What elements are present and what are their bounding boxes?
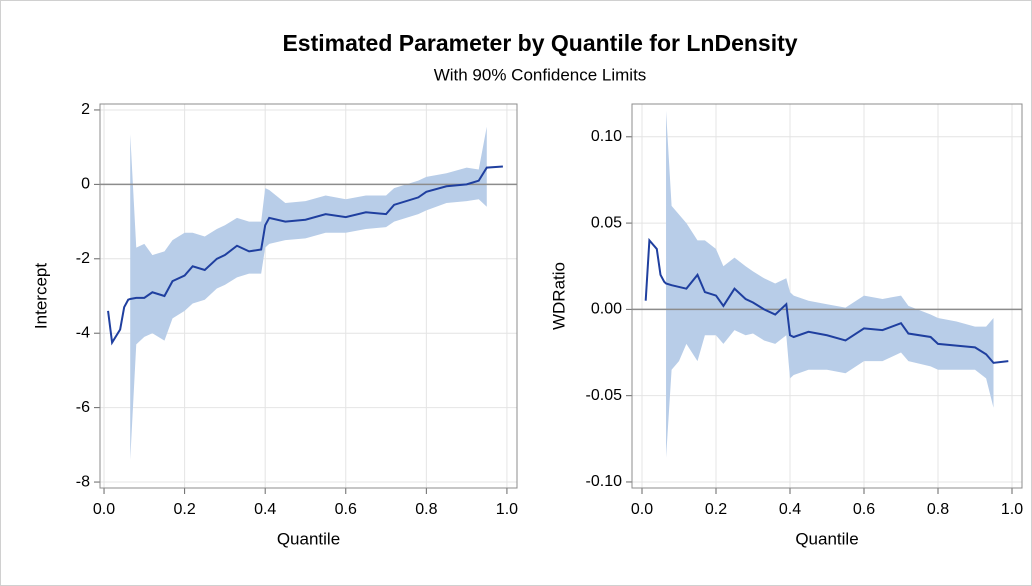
x-axis-label: Quantile [277,529,340,548]
x-tick-label: 0.8 [927,501,949,518]
x-tick-label: 0.0 [631,501,653,518]
x-tick-label: 0.6 [853,501,875,518]
x-axis-label: Quantile [795,529,858,548]
x-tick-label: 0.4 [779,501,801,518]
estimate-line [644,237,1009,364]
x-tick-label: 1.0 [496,501,518,518]
estimate-line [107,165,503,346]
y-tick-label: 0.05 [591,214,622,231]
chart-subtitle: With 90% Confidence Limits [434,65,647,84]
y-axis-label: Intercept [31,263,50,329]
y-tick-label: -8 [76,473,90,490]
x-tick-label: 0.4 [254,501,276,518]
plot-frame [99,103,518,489]
y-tick-label: 2 [81,101,90,118]
y-tick-label: -4 [76,324,90,341]
y-tick-label: -0.10 [586,473,623,490]
y-axis-label: WDRatio [549,262,568,330]
x-tick-label: 0.6 [335,501,357,518]
x-tick-label: 0.8 [415,501,437,518]
confidence-band [666,110,994,458]
x-tick-label: 0.2 [173,501,195,518]
x-tick-label: 0.2 [705,501,727,518]
confidence-band [130,126,487,460]
x-tick-label: 0.0 [93,501,115,518]
y-tick-label: -2 [76,250,90,267]
y-tick-label: -6 [76,399,90,416]
chart-title: Estimated Parameter by Quantile for LnDe… [282,30,797,56]
y-tick-label: 0.00 [591,301,622,318]
y-tick-label: -0.05 [586,387,623,404]
x-tick-label: 1.0 [1001,501,1023,518]
y-tick-label: 0 [81,176,90,193]
plot-frame [631,103,1023,489]
y-tick-label: 0.10 [591,128,622,145]
